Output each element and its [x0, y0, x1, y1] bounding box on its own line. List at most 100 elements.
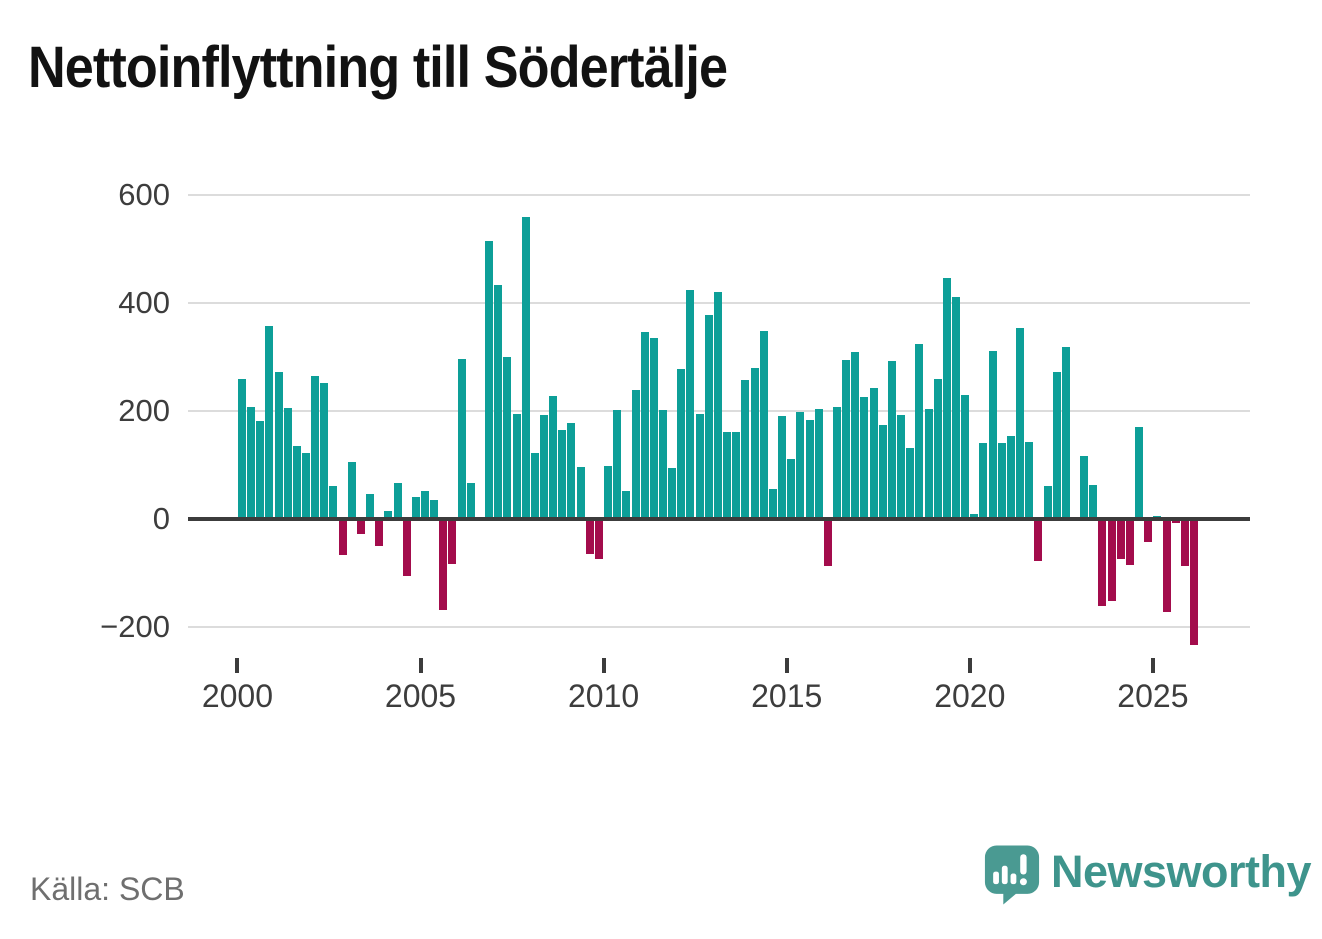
- bar-2009-Q4: [594, 519, 603, 559]
- bar-2015-Q3: [805, 420, 814, 519]
- bar-2012-Q4: [704, 315, 713, 519]
- bar-2011-Q3: [659, 410, 668, 519]
- y-axis-label-200: 200: [118, 393, 170, 428]
- bar-2018-Q2: [906, 447, 915, 519]
- bar-2017-Q2: [869, 387, 878, 519]
- bar-2026-Q1: [1190, 519, 1199, 646]
- bar-2009-Q1: [567, 422, 576, 519]
- bar-2008-Q3: [549, 396, 558, 519]
- bar-2009-Q2: [576, 466, 585, 519]
- newsworthy-logo-text: Newsworthy: [1051, 846, 1312, 897]
- bar-2004-Q1: [384, 510, 393, 519]
- y-axis-label-400: 400: [118, 285, 170, 320]
- bar-2013-Q3: [732, 431, 741, 519]
- bar-2002-Q2: [320, 382, 329, 519]
- bar-2015-Q4: [814, 408, 823, 519]
- bar-2000-Q2: [247, 406, 256, 519]
- bar-2010-Q3: [622, 490, 631, 519]
- bar-2009-Q3: [585, 519, 594, 555]
- bar-2003-Q3: [366, 494, 375, 519]
- bar-2001-Q2: [283, 408, 292, 519]
- bar-2020-Q3: [988, 350, 997, 519]
- bar-2019-Q2: [942, 277, 951, 519]
- bar-2003-Q2: [356, 519, 365, 534]
- bar-2021-Q2: [1016, 328, 1025, 519]
- bar-2013-Q1: [713, 291, 722, 519]
- bar-2022-Q1: [1043, 486, 1052, 519]
- x-axis-tick-2010: [601, 658, 606, 673]
- bar-2017-Q4: [887, 360, 896, 519]
- bar-2021-Q3: [1025, 442, 1034, 519]
- bar-2023-Q2: [1089, 484, 1098, 519]
- bar-2017-Q1: [860, 396, 869, 519]
- x-axis-label-2010: 2010: [568, 678, 640, 714]
- bar-2024-Q3: [1135, 427, 1144, 519]
- bar-2013-Q4: [741, 379, 750, 519]
- bar-2010-Q1: [604, 466, 613, 519]
- bar-2018-Q4: [924, 408, 933, 519]
- bar-2011-Q4: [668, 467, 677, 519]
- source-label: Källa: SCB: [30, 871, 185, 907]
- bar-2011-Q2: [649, 337, 658, 519]
- bar-2014-Q3: [768, 489, 777, 519]
- logo-bar-3: [1010, 873, 1017, 885]
- bar-2016-Q1: [823, 519, 832, 566]
- bar-2001-Q4: [301, 453, 310, 519]
- bar-2007-Q4: [521, 217, 530, 519]
- bar-2012-Q2: [686, 290, 695, 519]
- bar-2012-Q3: [695, 414, 704, 519]
- bar-2002-Q1: [311, 375, 320, 519]
- bar-2001-Q1: [274, 371, 283, 519]
- bar-2021-Q1: [1006, 435, 1015, 519]
- bar-2000-Q1: [237, 378, 246, 519]
- bar-2020-Q4: [997, 442, 1006, 519]
- gridline--200: [188, 626, 1250, 628]
- bar-2006-Q2: [466, 482, 475, 519]
- bar-2002-Q3: [329, 486, 338, 519]
- bar-2003-Q1: [347, 462, 356, 519]
- logo-bar-2: [1001, 865, 1008, 885]
- bar-2019-Q4: [961, 394, 970, 519]
- x-axis-label-2000: 2000: [201, 678, 273, 714]
- logo-exclamation-bar: [1020, 854, 1027, 875]
- bar-2000-Q3: [256, 420, 265, 519]
- bar-2022-Q3: [1061, 346, 1070, 519]
- bar-2023-Q4: [1107, 519, 1116, 601]
- bar-2005-Q4: [448, 519, 457, 565]
- bar-2022-Q2: [1052, 372, 1061, 519]
- bar-2010-Q2: [613, 409, 622, 519]
- bar-2014-Q2: [759, 331, 768, 519]
- bar-2000-Q4: [265, 326, 274, 519]
- newsworthy-logo[interactable]: Newsworthy: [983, 843, 1312, 906]
- bar-2007-Q2: [503, 357, 512, 519]
- bar-2005-Q3: [439, 519, 448, 610]
- bar-2021-Q4: [1034, 519, 1043, 562]
- bar-2023-Q1: [1080, 456, 1089, 519]
- x-axis-tick-2020: [967, 658, 972, 673]
- bar-2016-Q2: [832, 407, 841, 519]
- x-axis-zero-line: [188, 517, 1250, 521]
- bar-2024-Q2: [1125, 519, 1134, 566]
- y-axis-label--200: −200: [100, 609, 170, 644]
- bar-2007-Q1: [494, 285, 503, 519]
- bar-2002-Q4: [338, 519, 347, 556]
- bar-2001-Q3: [292, 446, 301, 519]
- bar-2025-Q4: [1180, 519, 1189, 566]
- bar-2005-Q1: [421, 491, 429, 519]
- y-axis-label-0: 0: [152, 501, 170, 536]
- bar-2008-Q2: [540, 415, 548, 519]
- x-axis-tick-2005: [418, 658, 423, 673]
- gridline-600: [188, 194, 1250, 196]
- bar-2015-Q1: [787, 459, 796, 519]
- x-axis-label-2025: 2025: [1117, 678, 1189, 714]
- bar-2025-Q2: [1162, 519, 1171, 613]
- bar-2020-Q2: [979, 442, 988, 519]
- x-axis-label-2005: 2005: [384, 678, 457, 714]
- newsworthy-logo-icon: [984, 845, 1040, 905]
- bar-2025-Q3: [1171, 519, 1180, 524]
- x-axis-tick-2025: [1150, 658, 1155, 673]
- bar-2020-Q1: [970, 514, 979, 519]
- bar-2016-Q4: [851, 351, 860, 519]
- bar-2010-Q4: [631, 389, 640, 519]
